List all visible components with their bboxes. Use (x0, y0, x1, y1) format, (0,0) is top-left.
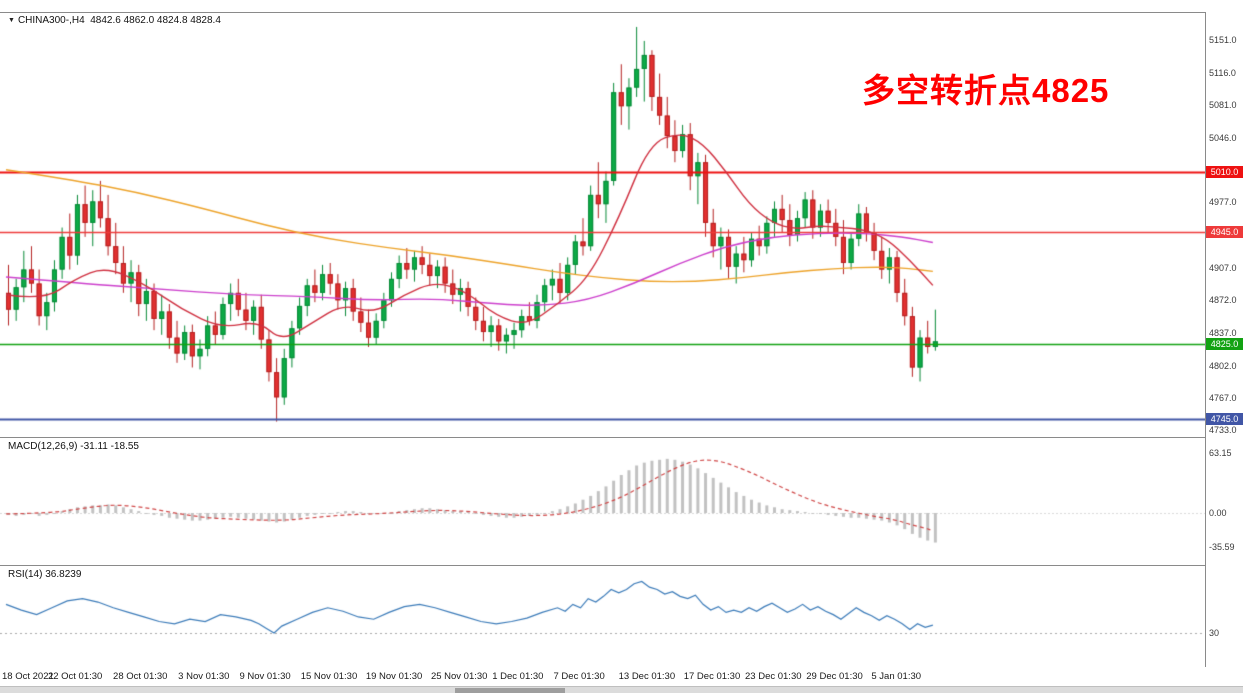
date-label: 9 Nov 01:30 (239, 671, 291, 682)
price-line-badge: 4825.0 (1206, 338, 1243, 351)
price-tick-label: 4977.0 (1209, 197, 1237, 208)
macd-label: MACD(12,26,9) -31.11 -18.55 (8, 441, 139, 452)
date-label: 15 Nov 01:30 (300, 671, 358, 682)
symbol-marker-icon: ▼ (8, 17, 15, 24)
date-label: 29 Dec 01:30 (806, 671, 863, 682)
chart-header: ▼ CHINA300-,H4 4842.6 4862.0 4824.8 4828.… (8, 15, 221, 26)
price-line-badge: 4945.0 (1206, 226, 1243, 239)
date-label: 18 Oct 2021 (2, 671, 54, 682)
price-axis-separator (1205, 12, 1206, 667)
price-tick-label: 4872.0 (1209, 295, 1237, 306)
rsi-tick-label: 30 (1209, 627, 1220, 638)
price-tick-label: 5046.0 (1209, 132, 1237, 143)
pane-separator-rsi[interactable] (0, 565, 1243, 566)
price-tick-label: 4802.0 (1209, 360, 1237, 371)
price-tick-label: 5151.0 (1209, 35, 1237, 45)
pane-top-border (0, 12, 1243, 13)
date-label: 25 Nov 01:30 (430, 671, 488, 682)
horizontal-scrollbar[interactable] (0, 686, 1243, 693)
price-pane[interactable]: ▼ CHINA300-,H4 4842.6 4862.0 4824.8 4828.… (0, 12, 1205, 437)
macd-pane[interactable]: MACD(12,26,9) -31.11 -18.55 (0, 438, 1205, 565)
macd-tick-label: -35.59 (1209, 541, 1235, 552)
symbol-label: CHINA300-,H4 (17, 15, 85, 26)
date-label: 3 Nov 01:30 (178, 671, 230, 682)
price-line-badge: 4745.0 (1206, 412, 1243, 425)
date-label: 1 Dec 01:30 (492, 671, 544, 682)
price-chart-canvas[interactable] (0, 12, 1205, 437)
scrollbar-thumb[interactable] (455, 688, 565, 693)
price-tick-label: 4837.0 (1209, 327, 1237, 338)
date-label: 13 Dec 01:30 (618, 671, 676, 682)
date-label: 23 Dec 01:30 (745, 671, 802, 682)
date-label: 19 Nov 01:30 (365, 671, 423, 682)
macd-chart-canvas[interactable] (0, 438, 1205, 565)
time-axis[interactable]: 18 Oct 2021 22 Oct 01:30 28 Oct 01:30 3 Nov… (0, 667, 1243, 686)
price-tick-label: 5081.0 (1209, 100, 1237, 111)
macd-tick-label: 0.00 (1209, 508, 1227, 518)
price-tick-label: 5116.0 (1209, 67, 1236, 78)
price-axis[interactable]: 5151.0 5116.0 5081.0 5046.0 4977.0 4907.0 4872… (1206, 0, 1243, 686)
pane-separator-macd[interactable] (0, 437, 1243, 438)
date-label: 17 Dec 01:30 (683, 671, 741, 682)
rsi-chart-canvas[interactable] (0, 566, 1205, 667)
date-label: 22 Oct 01:30 (47, 671, 103, 682)
price-tick-label: 4907.0 (1209, 262, 1237, 273)
annotation-text: 多空转折点4825 (862, 72, 1110, 109)
date-label: 7 Dec 01:30 (553, 671, 605, 682)
ohlc-values: 4842.6 4862.0 4824.8 4828.4 (90, 15, 221, 26)
date-label: 5 Jan 01:30 (871, 671, 922, 682)
price-tick-label: 4733.0 (1209, 424, 1237, 435)
date-label: 28 Oct 01:30 (113, 671, 168, 682)
rsi-pane[interactable]: RSI(14) 36.8239 (0, 566, 1205, 667)
macd-tick-label: 63.15 (1209, 448, 1232, 458)
price-line-badge: 5010.0 (1206, 165, 1243, 178)
price-tick-label: 4767.0 (1209, 393, 1237, 404)
rsi-label: RSI(14) 36.8239 (8, 569, 82, 580)
